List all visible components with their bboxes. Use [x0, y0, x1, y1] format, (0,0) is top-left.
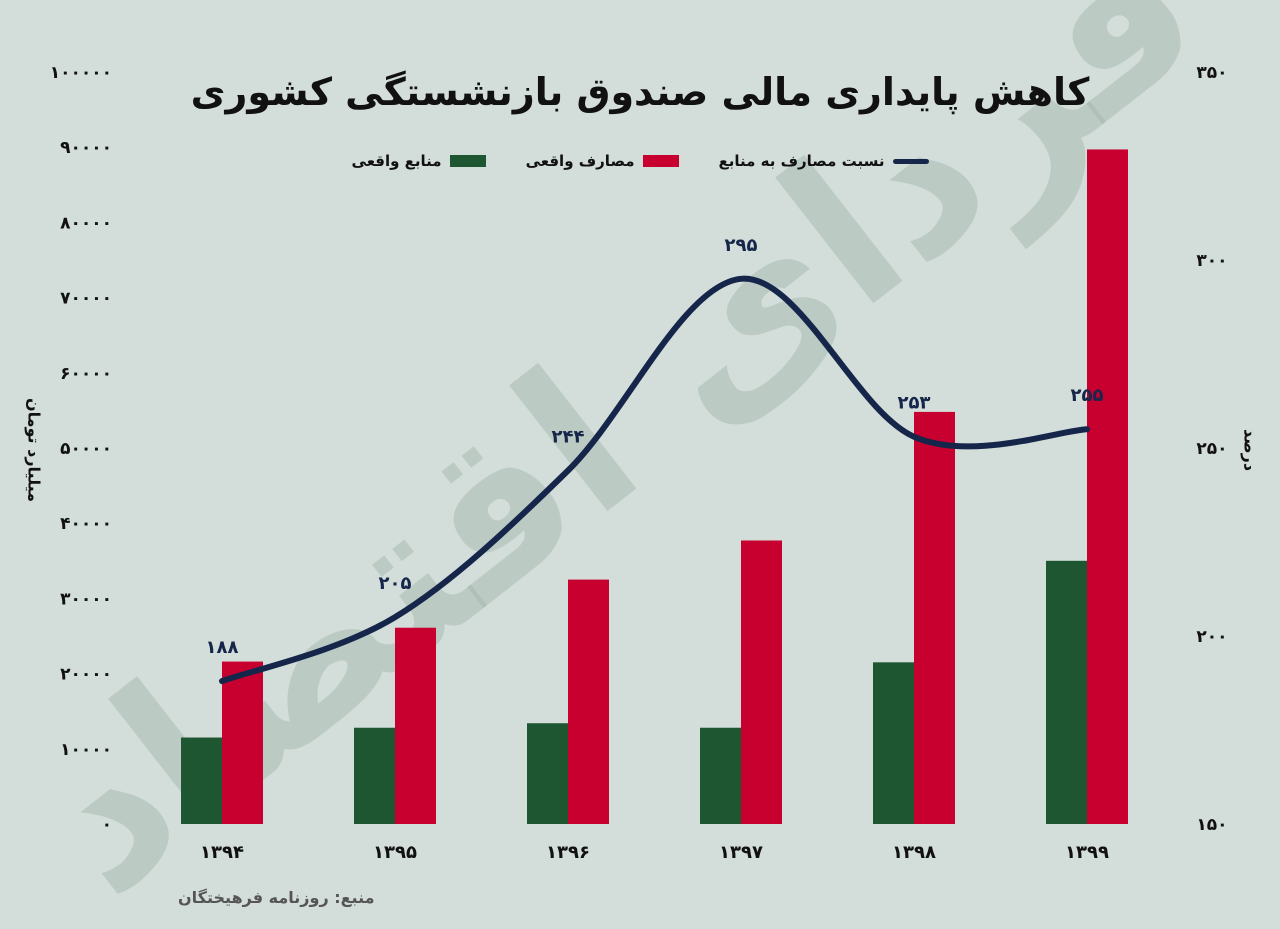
y-tick-left: ۵۰۰۰۰: [60, 439, 112, 459]
y-tick-right: ۲۰۰: [1196, 627, 1227, 647]
bar-resources: [527, 723, 568, 824]
source-note: منبع: روزنامه فرهیختگان: [178, 888, 375, 907]
y-tick-left: ۰: [102, 815, 112, 835]
legend-swatch-ratio: [892, 158, 929, 164]
y-tick-right: ۲۵۰: [1196, 439, 1227, 459]
y-tick-left: ۸۰۰۰۰: [60, 213, 112, 233]
legend: نسبت مصارف به منابع مصارف واقعی منابع وا…: [0, 152, 1280, 170]
chart-title: کاهش پایداری مالی صندوق بازنشستگی کشوری: [190, 70, 1090, 114]
x-tick-label: ۱۳۹۹: [1065, 842, 1109, 863]
ratio-line: [219, 275, 1090, 685]
y-tick-right: ۳۵۰: [1196, 63, 1227, 83]
bar-expenses: [1087, 149, 1128, 824]
bar-expenses: [568, 579, 609, 824]
ratio-value-label: ۲۴۴: [552, 427, 585, 448]
y-tick-left: ۱۰۰۰۰۰: [50, 63, 112, 83]
legend-label-ratio: نسبت مصارف به منابع: [718, 152, 885, 170]
bar-expenses: [395, 627, 436, 824]
legend-swatch-expenses: [642, 155, 679, 167]
legend-label-expenses: مصارف واقعی: [525, 152, 635, 170]
legend-label-resources: منابع واقعی: [351, 152, 442, 170]
legend-item-resources: منابع واقعی: [352, 152, 486, 170]
legend-swatch-resources: [449, 155, 486, 167]
x-tick-label: ۱۳۹۸: [892, 842, 936, 863]
legend-item-ratio: نسبت مصارف به منابع: [719, 152, 929, 170]
ratio-value-label: ۲۵۵: [1071, 385, 1104, 406]
bar-resources: [1046, 560, 1087, 824]
ratio-value-label: ۲۹۵: [725, 235, 758, 256]
y-tick-left: ۶۰۰۰۰: [60, 364, 112, 384]
bar-resources: [873, 662, 914, 824]
bar-expenses: [741, 540, 782, 824]
y-tick-left: ۹۰۰۰۰: [60, 138, 112, 158]
y-tick-left: ۳۰۰۰۰: [60, 589, 112, 609]
bar-resources: [354, 727, 395, 824]
y-axis-label-left: میلیارد تومان: [24, 397, 44, 503]
y-tick-left: ۷۰۰۰۰: [60, 289, 112, 309]
bar-expenses: [222, 661, 263, 824]
bar-resources: [700, 727, 741, 824]
x-tick-label: ۱۳۹۵: [373, 842, 417, 863]
bar-resources: [181, 737, 222, 824]
ratio-value-label: ۱۸۸: [206, 637, 239, 658]
x-tick-label: ۱۳۹۷: [719, 842, 763, 863]
ratio-value-label: ۲۵۳: [898, 393, 931, 414]
x-tick-label: ۱۳۹۶: [546, 842, 590, 863]
y-tick-left: ۲۰۰۰۰: [60, 665, 112, 685]
y-axis-label-right: درصد: [1240, 428, 1260, 472]
y-tick-right: ۳۰۰: [1196, 251, 1227, 271]
bar-expenses: [914, 411, 955, 824]
y-tick-left: ۴۰۰۰۰: [60, 514, 112, 534]
y-tick-left: ۱۰۰۰۰: [60, 740, 112, 760]
x-tick-label: ۱۳۹۴: [200, 842, 244, 863]
legend-item-expenses: مصارف واقعی: [526, 152, 679, 170]
ratio-value-label: ۲۰۵: [379, 573, 412, 594]
y-tick-right: ۱۵۰: [1196, 815, 1227, 835]
